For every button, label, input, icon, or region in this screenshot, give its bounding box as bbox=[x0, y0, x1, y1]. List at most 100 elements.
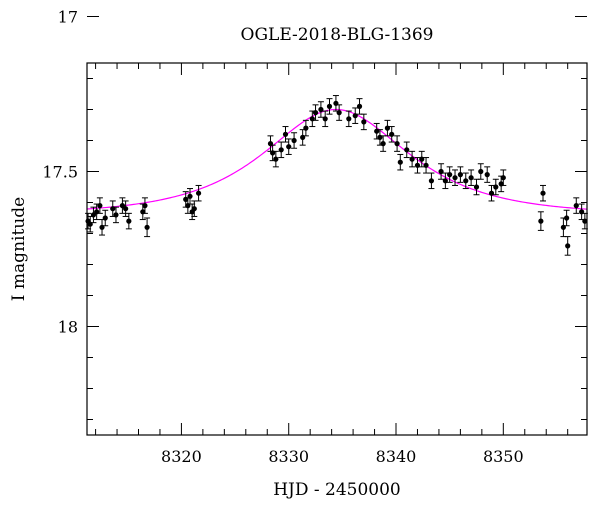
data-point bbox=[90, 206, 97, 224]
data-point bbox=[428, 172, 435, 190]
data-marker bbox=[113, 212, 119, 218]
data-marker bbox=[452, 175, 458, 181]
data-point bbox=[484, 166, 491, 183]
data-point bbox=[423, 157, 430, 174]
data-marker bbox=[123, 206, 129, 212]
data-marker bbox=[291, 137, 297, 144]
data-point bbox=[93, 203, 100, 221]
data-point bbox=[191, 200, 198, 217]
data-point bbox=[119, 197, 126, 214]
data-point bbox=[272, 150, 279, 168]
data-point bbox=[457, 166, 464, 183]
data-marker bbox=[404, 147, 410, 153]
data-point bbox=[388, 126, 395, 143]
y-tick-label: 17.5 bbox=[42, 163, 78, 182]
data-marker bbox=[493, 184, 499, 190]
data-marker bbox=[361, 119, 367, 125]
data-marker bbox=[540, 190, 546, 196]
data-point bbox=[322, 110, 329, 128]
data-marker bbox=[397, 159, 403, 165]
data-marker bbox=[326, 103, 333, 109]
data-marker bbox=[423, 162, 429, 168]
data-point bbox=[299, 129, 306, 146]
data-marker bbox=[484, 172, 490, 178]
x-axis-label: HJD - 2450000 bbox=[273, 480, 401, 500]
data-point bbox=[352, 107, 359, 124]
data-marker bbox=[457, 172, 463, 178]
data-point bbox=[473, 178, 480, 196]
data-marker bbox=[564, 215, 570, 221]
data-marker bbox=[500, 175, 506, 181]
data-marker bbox=[195, 190, 202, 196]
data-point bbox=[112, 206, 119, 224]
data-marker bbox=[97, 203, 103, 209]
data-point bbox=[345, 110, 352, 128]
data-point bbox=[438, 163, 445, 180]
x-tick-label: 8320 bbox=[161, 447, 202, 466]
data-point bbox=[332, 95, 339, 112]
y-tick-label: 18 bbox=[58, 318, 78, 337]
data-point bbox=[269, 144, 276, 162]
data-point bbox=[409, 150, 416, 168]
data-point bbox=[418, 150, 425, 168]
chart-title: OGLE-2018-BLG-1369 bbox=[241, 25, 434, 45]
data-marker bbox=[142, 203, 148, 209]
data-marker bbox=[191, 206, 197, 212]
data-point bbox=[356, 98, 363, 115]
data-marker bbox=[144, 224, 150, 230]
data-point bbox=[492, 178, 499, 196]
data-marker bbox=[573, 203, 579, 209]
data-point bbox=[477, 163, 484, 180]
data-marker bbox=[447, 172, 453, 178]
data-marker bbox=[356, 103, 363, 109]
data-point bbox=[403, 141, 410, 159]
data-point bbox=[102, 209, 109, 227]
data-point bbox=[537, 211, 544, 231]
data-point bbox=[468, 169, 475, 186]
data-point bbox=[564, 236, 571, 256]
data-point bbox=[452, 169, 459, 186]
x-tick-label: 8330 bbox=[268, 447, 309, 466]
data-point bbox=[317, 101, 324, 118]
x-tick-label: 8350 bbox=[483, 447, 524, 466]
data-marker bbox=[468, 175, 474, 181]
data-point bbox=[96, 197, 103, 214]
data-marker bbox=[428, 178, 435, 184]
data-point bbox=[446, 166, 453, 183]
data-point bbox=[144, 217, 151, 238]
data-point bbox=[99, 219, 106, 236]
data-point bbox=[122, 200, 129, 217]
model-curve-layer bbox=[86, 108, 588, 210]
data-marker bbox=[322, 116, 328, 122]
data-point bbox=[278, 141, 285, 159]
data-marker bbox=[282, 131, 289, 137]
data-point bbox=[326, 98, 333, 115]
data-point bbox=[141, 197, 148, 214]
data-marker bbox=[389, 131, 395, 137]
data-marker bbox=[273, 156, 279, 162]
data-marker bbox=[336, 110, 342, 116]
data-marker bbox=[187, 193, 193, 199]
data-points-layer bbox=[85, 95, 588, 256]
data-marker bbox=[380, 141, 386, 147]
data-point bbox=[563, 209, 570, 227]
y-tick-label: 17 bbox=[58, 8, 78, 27]
data-marker bbox=[286, 144, 292, 150]
x-tick-label: 8340 bbox=[376, 447, 417, 466]
data-marker bbox=[346, 116, 352, 122]
plot-frame bbox=[86, 62, 588, 436]
data-marker bbox=[409, 156, 415, 162]
data-point bbox=[560, 217, 567, 238]
data-point bbox=[488, 184, 495, 202]
data-marker bbox=[565, 243, 571, 249]
data-point bbox=[282, 126, 289, 143]
data-marker bbox=[478, 168, 484, 175]
data-marker bbox=[312, 110, 319, 116]
axes-layer: 8320 8330 8340 8350 17 17.5 18 bbox=[42, 8, 588, 466]
data-point bbox=[462, 172, 469, 190]
data-point bbox=[540, 184, 547, 202]
data-marker bbox=[278, 147, 284, 153]
y-axis-label: I magnitude bbox=[9, 197, 29, 301]
data-point bbox=[312, 104, 319, 121]
